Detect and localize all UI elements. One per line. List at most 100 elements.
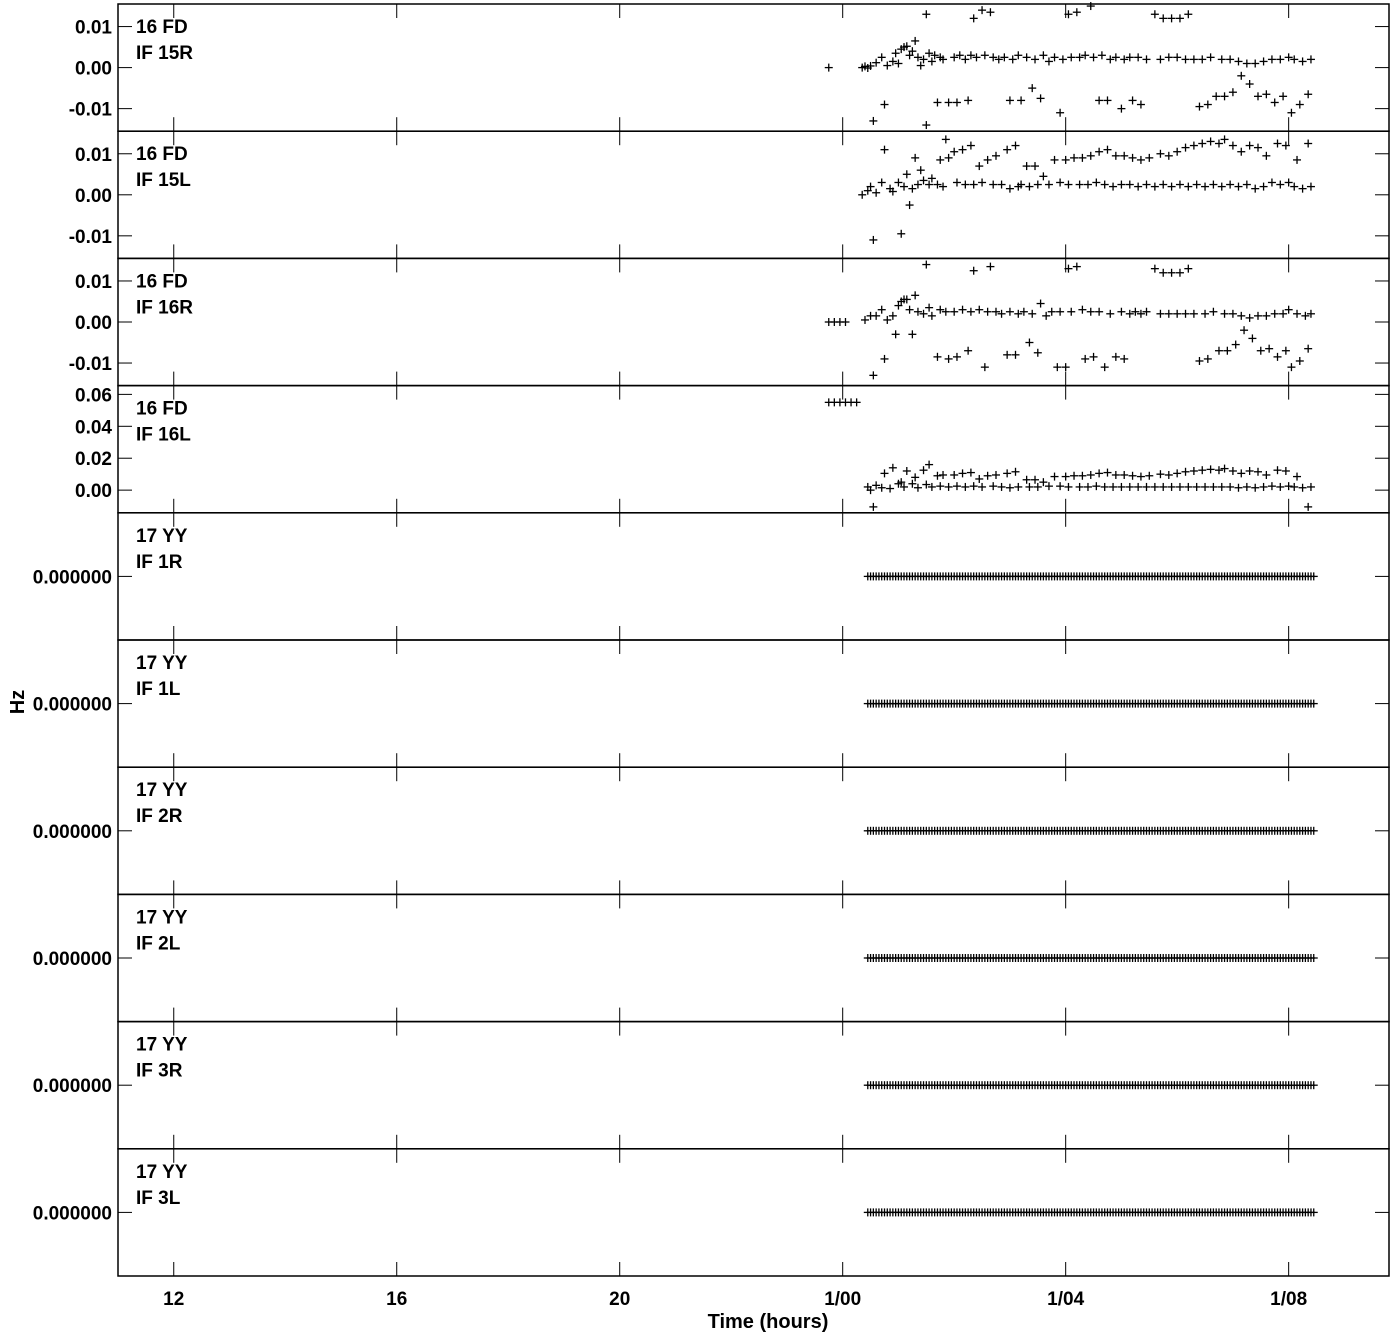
panel-label-baseline: 16 FD — [136, 17, 188, 38]
y-tick-label: 0.06 — [75, 385, 112, 406]
data-point — [1081, 354, 1090, 363]
data-point — [1117, 482, 1126, 491]
data-point — [1033, 482, 1042, 491]
data-point — [1203, 354, 1212, 363]
data-point — [1081, 51, 1090, 60]
data-point — [958, 305, 967, 314]
data-point — [1290, 482, 1299, 491]
data-point — [1214, 139, 1223, 148]
data-point — [1092, 482, 1101, 491]
panel-label-if: IF 16R — [136, 297, 193, 318]
data-point — [1136, 100, 1145, 109]
data-point — [944, 153, 953, 162]
data-point — [1120, 470, 1129, 479]
data-point — [1150, 264, 1159, 273]
data-point — [1044, 482, 1053, 491]
data-point — [925, 49, 934, 58]
data-point — [1145, 471, 1154, 480]
data-point — [1181, 309, 1190, 318]
data-point — [1142, 482, 1151, 491]
data-point — [1111, 53, 1120, 62]
data-point — [978, 6, 987, 15]
data-point — [919, 466, 928, 475]
data-point — [1251, 483, 1260, 492]
data-point — [1050, 155, 1059, 164]
data-point — [1184, 482, 1193, 491]
data-point — [944, 482, 953, 491]
data-point — [913, 307, 922, 316]
data-point — [1298, 184, 1307, 193]
data-point — [1234, 483, 1243, 492]
data-point — [894, 301, 903, 310]
data-point — [1109, 182, 1118, 191]
data-point — [866, 486, 875, 495]
data-point — [1039, 478, 1048, 487]
data-point — [1304, 90, 1313, 99]
y-tick-label: 0.04 — [75, 417, 112, 438]
data-point — [994, 55, 1003, 64]
data-point — [1206, 53, 1215, 62]
panel-2: 0.01 0.00 -0.01 16 FD IF 15L — [69, 121, 1390, 260]
data-point — [880, 145, 889, 154]
data-point — [1234, 182, 1243, 191]
data-point — [1056, 482, 1065, 491]
y-tick-label: -0.01 — [69, 227, 113, 248]
data-point — [1298, 57, 1307, 66]
data-point — [888, 57, 897, 66]
x-tick-label: 1/04 — [1047, 1289, 1084, 1310]
data-point — [913, 483, 922, 492]
data-point — [964, 96, 973, 105]
y-tick-label: -0.01 — [69, 354, 113, 375]
data-point — [1209, 180, 1218, 189]
data-point — [863, 186, 872, 195]
data-point — [1044, 57, 1053, 66]
data-point — [952, 352, 961, 361]
data-point — [950, 147, 959, 156]
data-point — [1209, 482, 1218, 491]
data-point — [933, 180, 942, 189]
data-point — [894, 59, 903, 68]
data-point — [939, 55, 948, 64]
data-point — [969, 14, 978, 23]
y-tick-label: 0.01 — [75, 145, 112, 166]
data-point — [1206, 137, 1215, 146]
data-point — [944, 354, 953, 363]
data-point — [936, 155, 945, 164]
data-point — [1134, 482, 1143, 491]
data-point — [966, 51, 975, 60]
data-point — [991, 151, 1000, 160]
data-point — [1281, 346, 1290, 355]
data-point — [888, 463, 897, 472]
panels-group: 0.01 0.00 -0.01 16 FD IF 15R 0.01 0.00 -0.01 16 … — [33, 2, 1390, 1277]
data-point — [1242, 482, 1251, 491]
data-point — [983, 155, 992, 164]
data-point — [1005, 96, 1014, 105]
data-point — [1092, 178, 1101, 187]
data-point — [1220, 464, 1229, 473]
panel-label-if: IF 15R — [136, 43, 193, 64]
data-point — [1290, 182, 1299, 191]
data-point — [1125, 309, 1134, 318]
data-point — [1053, 363, 1062, 372]
data-point — [978, 482, 987, 491]
y-tick-label: 0.000000 — [33, 822, 112, 843]
data-point — [886, 484, 895, 493]
data-point — [936, 305, 945, 314]
data-point — [916, 166, 925, 175]
data-point — [1259, 182, 1268, 191]
data-point — [1295, 100, 1304, 109]
data-point — [1184, 264, 1193, 273]
y-tick-label: 0.00 — [75, 186, 112, 207]
data-point — [1005, 184, 1014, 193]
data-point — [1306, 309, 1315, 318]
data-point — [1220, 92, 1229, 101]
data-point — [1061, 363, 1070, 372]
data-point — [869, 235, 878, 244]
data-point — [1181, 55, 1190, 64]
data-point — [902, 295, 911, 304]
data-point — [883, 315, 892, 324]
data-point — [1014, 51, 1023, 60]
data-point — [911, 153, 920, 162]
data-point — [1309, 572, 1318, 581]
data-point — [1042, 311, 1051, 320]
